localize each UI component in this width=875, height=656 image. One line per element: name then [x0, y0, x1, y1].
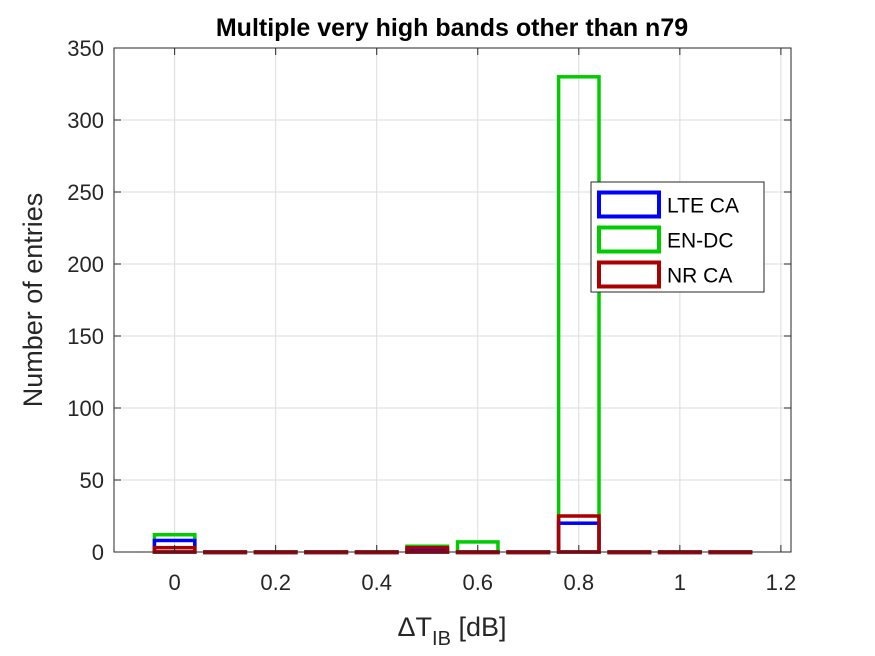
legend-box: [590, 181, 765, 293]
y-tick-label: 200: [67, 252, 104, 277]
x-tick-label: 1.2: [766, 570, 797, 595]
x-axis-title-suffix: [dB]: [451, 612, 507, 642]
y-tick-label: 150: [67, 324, 104, 349]
x-axis-title-base: ΔT: [398, 612, 433, 642]
x-axis-title: ΔTIB [dB]: [398, 612, 507, 650]
chart-title: Multiple very high bands other than n79: [216, 14, 688, 42]
x-tick-label: 0.8: [564, 570, 595, 595]
y-axis-title: Number of entries: [18, 193, 48, 408]
y-tick-label: 0: [92, 540, 104, 565]
legend-swatch-en-dc: [597, 225, 661, 254]
legend-label-nr-ca: NR CA: [667, 265, 732, 288]
y-tick-label: 350: [67, 36, 104, 61]
x-axis: 0 0.2 0.4 0.6 0.8 1 1.2: [169, 48, 797, 595]
legend-label-en-dc: EN-DC: [667, 230, 734, 253]
x-tick-label: 0.2: [260, 570, 291, 595]
plot-area-frame: [113, 47, 792, 553]
x-tick-label: 0: [169, 570, 181, 595]
legend-swatch-nr-ca: [597, 260, 661, 289]
x-tick-label: 0.4: [361, 570, 392, 595]
grid: [114, 47, 791, 553]
x-tick-label: 1: [674, 570, 686, 595]
x-axis-title-subscript: IB: [432, 628, 451, 650]
y-tick-label: 100: [67, 396, 104, 421]
legend: LTE CA EN-DC NR CA: [590, 181, 765, 293]
y-axis: 0 50 100 150 200 250 300 350: [67, 36, 791, 565]
legend-label-lte-ca: LTE CA: [667, 195, 739, 218]
legend-swatch-lte-ca: [597, 190, 661, 219]
y-tick-label: 50: [80, 468, 104, 493]
y-tick-label: 300: [67, 108, 104, 133]
bars: [152, 75, 753, 555]
x-tick-label: 0.6: [462, 570, 493, 595]
y-tick-label: 250: [67, 180, 104, 205]
